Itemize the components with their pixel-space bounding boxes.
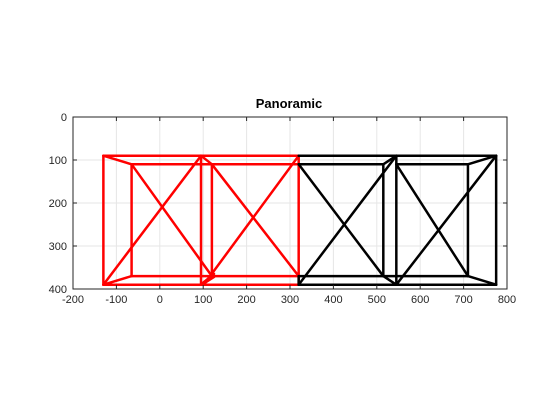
x-tick-label: -100 [105,294,127,306]
series-segment [466,154,498,166]
series-segment [201,275,216,286]
x-tick-label: 600 [411,294,429,306]
x-tick-label: 200 [237,294,255,306]
series-segment [466,274,498,286]
series-segment [210,163,300,278]
ticks: -200 -100 0 100 200 300 400 500 600 700 800 0 100 200… [49,112,517,306]
x-tick-label: 100 [194,294,212,306]
series-segment [102,154,133,166]
x-tick-label: 0 [157,294,163,306]
series-segment [382,154,398,166]
y-tick-label: 0 [61,112,67,124]
series-group [297,154,498,286]
x-tick-label: 800 [498,294,516,306]
x-tick-label: 500 [368,294,386,306]
series-segment [199,154,214,166]
series-segment [382,274,398,286]
y-tick-label: 200 [49,198,67,210]
series-segment [395,154,498,286]
series-segment [102,154,203,286]
series-segment [297,163,385,278]
y-tick-label: 400 [49,284,67,296]
series-segment [204,154,300,284]
plot-lines [102,154,498,286]
x-tick-label: 700 [454,294,472,306]
x-tick-label: -200 [62,294,84,306]
y-tick-label: 100 [49,155,67,167]
series-group [102,154,300,286]
series-segment [297,154,398,286]
x-tick-label: 400 [324,294,342,306]
series-segment [201,272,216,284]
y-tick-label: 300 [49,241,67,253]
x-tick-label: 300 [281,294,299,306]
chart-title: Panoramic [256,96,322,111]
series-segment [130,163,214,278]
series-segment [395,163,470,278]
series-segment [102,274,133,286]
